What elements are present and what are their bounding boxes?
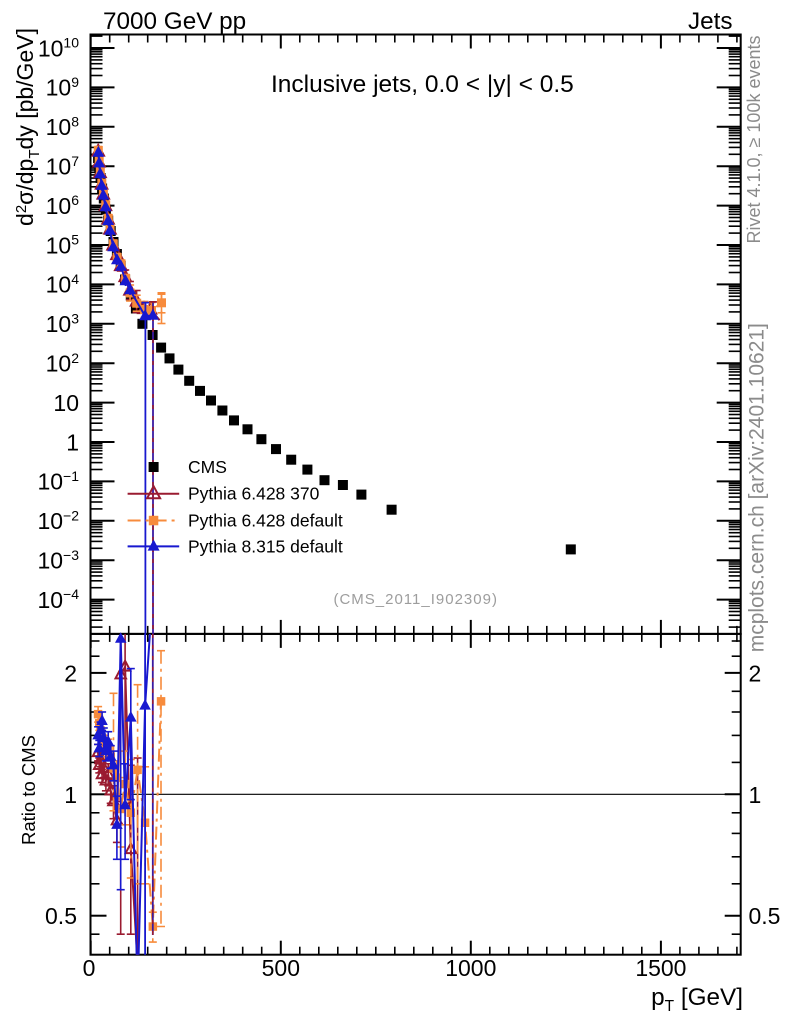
svg-text:0.5: 0.5: [45, 903, 77, 929]
svg-text:106: 106: [46, 192, 80, 219]
svg-text:103: 103: [46, 310, 80, 337]
svg-text:1: 1: [64, 782, 77, 808]
svg-text:d2σ/dpTdy [pb/GeV]: d2σ/dpTdy [pb/GeV]: [12, 28, 43, 226]
svg-text:10−2: 10−2: [37, 507, 79, 534]
svg-text:1: 1: [66, 429, 79, 455]
svg-text:1: 1: [749, 782, 762, 808]
svg-text:2: 2: [749, 660, 762, 686]
svg-text:500: 500: [262, 955, 300, 981]
svg-text:7000 GeV pp: 7000 GeV pp: [103, 8, 246, 35]
svg-text:10: 10: [53, 390, 79, 416]
svg-text:Pythia 6.428 default: Pythia 6.428 default: [188, 511, 343, 531]
svg-text:CMS: CMS: [188, 457, 227, 477]
svg-text:(CMS_2011_I902309): (CMS_2011_I902309): [333, 591, 497, 608]
svg-text:0.5: 0.5: [749, 903, 781, 929]
svg-text:mcplots.cern.ch [arXiv:2401.10: mcplots.cern.ch [arXiv:2401.10621]: [746, 323, 769, 652]
svg-text:2: 2: [64, 660, 77, 686]
svg-text:1500: 1500: [635, 955, 686, 981]
svg-text:10−3: 10−3: [37, 547, 79, 574]
svg-text:Jets: Jets: [688, 8, 733, 35]
svg-text:0: 0: [83, 955, 96, 981]
svg-text:1000: 1000: [445, 955, 496, 981]
svg-text:Rivet 4.1.0, ≥ 100k events: Rivet 4.1.0, ≥ 100k events: [744, 36, 764, 244]
svg-text:Pythia 8.315 default: Pythia 8.315 default: [188, 536, 343, 556]
svg-text:Inclusive jets, 0.0 < |y| < 0.: Inclusive jets, 0.0 < |y| < 0.5: [271, 71, 574, 98]
svg-text:Pythia 6.428 370: Pythia 6.428 370: [188, 484, 320, 504]
svg-text:Ratio to CMS: Ratio to CMS: [18, 735, 39, 845]
